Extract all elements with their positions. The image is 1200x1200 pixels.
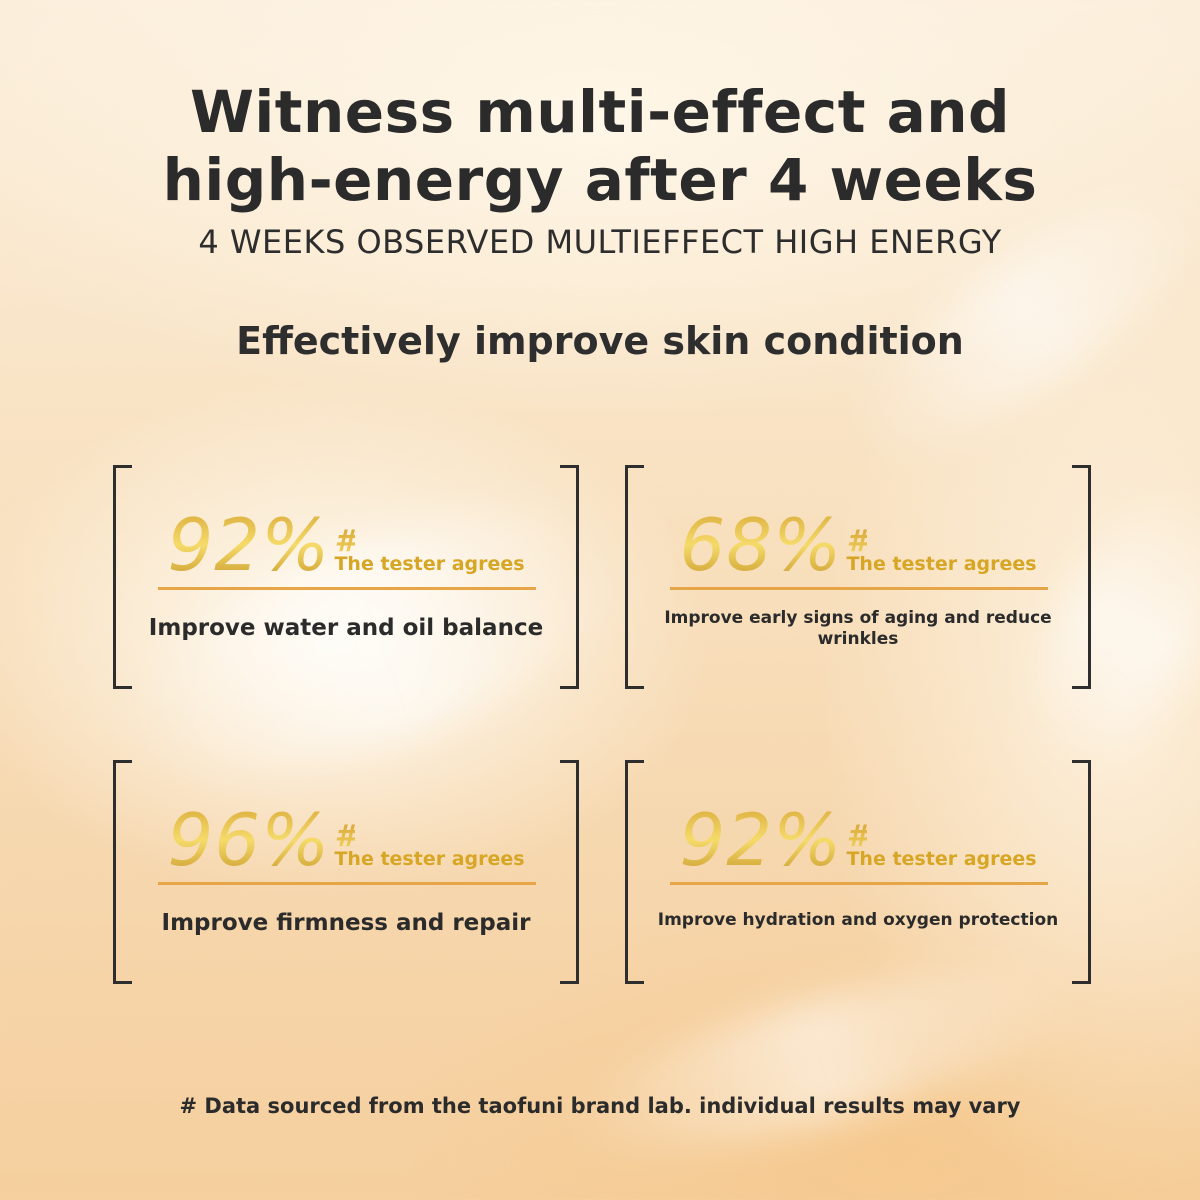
stat-benefit: Improve water and oil balance: [148, 615, 544, 641]
stat-percent: 68%: [679, 503, 843, 587]
stat-side: # The tester agrees: [846, 819, 1037, 878]
stat-side: # The tester agrees: [334, 524, 525, 583]
divider-line: [670, 882, 1048, 885]
stat-card-water-oil: 92% # The tester agrees Improve water an…: [113, 465, 579, 689]
left-bracket: [625, 465, 644, 689]
section-heading: Effectively improve skin condition: [236, 319, 964, 363]
footnote-mark: #: [846, 524, 868, 559]
stat-percent: 96%: [167, 798, 331, 882]
divider-line: [158, 882, 536, 885]
stat-label: The tester agrees: [846, 553, 1037, 575]
stat-label: The tester agrees: [846, 848, 1037, 870]
left-bracket: [625, 760, 644, 984]
stat-row: 96% # The tester agrees: [113, 788, 579, 878]
stat-row: 92% # The tester agrees: [113, 493, 579, 583]
title-line-1: Witness multi-effect and: [189, 78, 1011, 146]
divider-line: [158, 587, 536, 590]
footnote-mark: #: [846, 819, 868, 854]
stat-card-hydration: 92% # The tester agrees Improve hydratio…: [625, 760, 1091, 984]
left-bracket: [113, 760, 132, 984]
stat-side: # The tester agrees: [334, 819, 525, 878]
stat-benefit: Improve early signs of aging and reduce …: [664, 608, 1052, 649]
right-bracket: [1072, 760, 1091, 984]
stat-card-aging: 68% # The tester agrees Improve early si…: [625, 465, 1091, 689]
right-bracket: [560, 760, 579, 984]
right-bracket: [1072, 465, 1091, 689]
stat-benefit: Improve firmness and repair: [161, 910, 531, 936]
stat-card-firmness: 96% # The tester agrees Improve firmness…: [113, 760, 579, 984]
stat-percent: 92%: [679, 798, 843, 882]
stat-label: The tester agrees: [334, 848, 525, 870]
stat-benefit: Improve hydration and oxygen protection: [657, 910, 1059, 930]
divider-line: [670, 587, 1048, 590]
page-title: Witness multi-effect and high-energy aft…: [0, 78, 1200, 214]
stat-label: The tester agrees: [334, 553, 525, 575]
left-bracket: [113, 465, 132, 689]
stat-percent: 92%: [167, 503, 331, 587]
stat-side: # The tester agrees: [846, 524, 1037, 583]
page-subtitle: 4 WEEKS OBSERVED MULTIEFFECT HIGH ENERGY: [198, 223, 1002, 261]
data-source-footnote: # Data sourced from the taofuni brand la…: [179, 1094, 1021, 1118]
title-line-2: high-energy after 4 weeks: [162, 146, 1038, 214]
right-bracket: [560, 465, 579, 689]
stat-row: 92% # The tester agrees: [625, 788, 1091, 878]
footnote-mark: #: [334, 524, 356, 559]
stat-row: 68% # The tester agrees: [625, 493, 1091, 583]
footnote-mark: #: [334, 819, 356, 854]
